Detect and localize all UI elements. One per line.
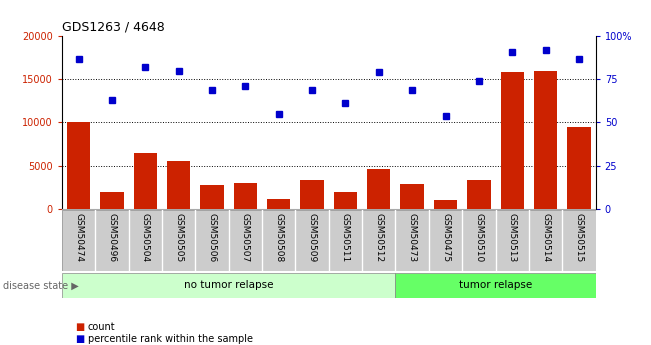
- Bar: [396, 273, 596, 298]
- Text: percentile rank within the sample: percentile rank within the sample: [88, 334, 253, 344]
- Text: GSM50506: GSM50506: [208, 214, 217, 263]
- Text: GSM50508: GSM50508: [274, 214, 283, 263]
- Bar: [501, 71, 524, 209]
- Text: no tumor relapse: no tumor relapse: [184, 280, 273, 290]
- Bar: [201, 185, 224, 209]
- Bar: [67, 122, 90, 209]
- Text: count: count: [88, 322, 115, 332]
- Text: tumor relapse: tumor relapse: [459, 280, 533, 290]
- Bar: [267, 199, 290, 209]
- Text: GSM50512: GSM50512: [374, 214, 383, 263]
- Text: GSM50475: GSM50475: [441, 214, 450, 263]
- Text: GSM50507: GSM50507: [241, 214, 250, 263]
- Text: ■: ■: [75, 334, 84, 344]
- Bar: [334, 192, 357, 209]
- Bar: [62, 273, 396, 298]
- Text: GSM50513: GSM50513: [508, 214, 517, 263]
- Bar: [534, 71, 557, 209]
- Text: GSM50510: GSM50510: [475, 214, 484, 263]
- Text: ■: ■: [75, 322, 84, 332]
- Text: GSM50511: GSM50511: [341, 214, 350, 263]
- Text: GSM50509: GSM50509: [307, 214, 316, 263]
- Text: GSM50505: GSM50505: [174, 214, 183, 263]
- Bar: [300, 180, 324, 209]
- Bar: [167, 161, 190, 209]
- Text: GSM50514: GSM50514: [541, 214, 550, 263]
- Bar: [467, 180, 491, 209]
- Bar: [100, 192, 124, 209]
- Text: GSM50496: GSM50496: [107, 214, 117, 263]
- Bar: [567, 127, 590, 209]
- Text: GSM50504: GSM50504: [141, 214, 150, 263]
- Text: disease state ▶: disease state ▶: [3, 280, 79, 290]
- Bar: [367, 169, 391, 209]
- Text: GSM50473: GSM50473: [408, 214, 417, 263]
- Bar: [234, 183, 257, 209]
- Bar: [400, 184, 424, 209]
- Text: GSM50515: GSM50515: [574, 214, 583, 263]
- Bar: [434, 200, 457, 209]
- Text: GDS1263 / 4648: GDS1263 / 4648: [62, 21, 165, 34]
- Bar: [133, 152, 157, 209]
- Text: GSM50474: GSM50474: [74, 214, 83, 263]
